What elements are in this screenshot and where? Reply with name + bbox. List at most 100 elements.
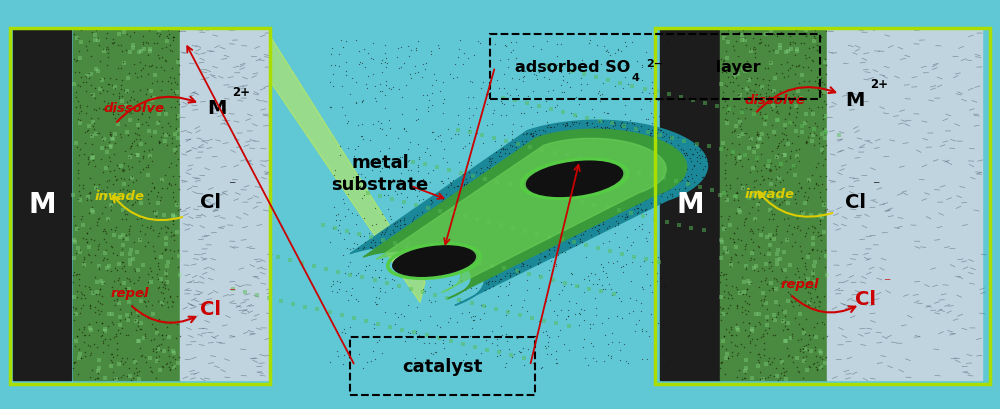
Point <box>548 225 564 232</box>
Point <box>400 329 416 335</box>
Point <box>586 124 602 131</box>
Point <box>144 80 160 87</box>
Point <box>768 364 784 371</box>
Point <box>666 144 682 151</box>
Point <box>396 225 412 231</box>
Point <box>508 193 524 199</box>
Point <box>525 134 541 140</box>
Point <box>522 150 538 156</box>
Point <box>78 89 94 95</box>
Point <box>797 299 813 305</box>
Point <box>83 351 99 357</box>
Point <box>624 149 640 155</box>
Point <box>768 109 784 116</box>
Point <box>171 253 187 259</box>
Point <box>528 238 544 245</box>
Point <box>818 129 834 136</box>
Point <box>636 192 652 199</box>
Point <box>78 79 94 85</box>
Point <box>533 364 549 371</box>
Point <box>720 355 736 362</box>
Point <box>785 358 801 365</box>
Point <box>803 281 819 288</box>
Point <box>726 239 742 245</box>
Point <box>638 256 654 263</box>
Point <box>774 130 790 137</box>
Point <box>120 332 136 339</box>
Point <box>600 49 616 56</box>
Point <box>595 131 611 137</box>
Point <box>756 162 772 169</box>
Point <box>619 121 635 127</box>
Point <box>65 304 81 311</box>
Point <box>528 154 544 160</box>
Point <box>119 312 135 319</box>
Point <box>133 73 149 80</box>
Point <box>731 141 747 148</box>
Point <box>149 31 165 37</box>
Point <box>584 212 600 218</box>
Point <box>591 89 607 95</box>
Point <box>445 177 461 184</box>
Point <box>683 158 699 164</box>
Point <box>471 252 487 258</box>
Point <box>615 128 631 135</box>
Point <box>751 192 767 199</box>
Point <box>410 163 426 169</box>
Point <box>759 131 775 137</box>
Point <box>471 255 487 261</box>
Point <box>611 205 627 211</box>
Point <box>814 365 830 371</box>
Point <box>143 279 159 285</box>
Point <box>531 128 547 135</box>
Point <box>165 213 181 219</box>
Point <box>480 279 496 285</box>
Point <box>68 95 84 101</box>
Point <box>458 177 474 183</box>
Point <box>342 324 358 330</box>
Point <box>629 142 645 149</box>
Point <box>733 106 749 113</box>
Point <box>91 130 107 137</box>
Point <box>798 56 814 62</box>
Point <box>629 166 645 173</box>
Point <box>434 207 450 214</box>
Point <box>597 163 613 170</box>
Point <box>653 237 669 244</box>
Point <box>394 187 410 193</box>
Point <box>797 263 813 270</box>
Point <box>513 207 529 214</box>
Point <box>519 287 535 294</box>
Point <box>789 153 805 160</box>
Point <box>771 175 787 182</box>
Point <box>689 159 705 165</box>
Point <box>545 198 561 204</box>
Point <box>478 242 494 249</box>
Point <box>171 102 187 108</box>
Point <box>813 232 829 238</box>
Point <box>656 156 672 162</box>
Point <box>150 233 166 240</box>
Point <box>672 178 688 185</box>
Point <box>818 174 834 180</box>
Point <box>331 286 347 293</box>
Point <box>368 294 384 300</box>
Text: 4: 4 <box>631 73 639 83</box>
Point <box>489 353 505 359</box>
Point <box>714 239 730 246</box>
Point <box>783 335 799 342</box>
Point <box>89 222 105 229</box>
Point <box>554 200 570 206</box>
Point <box>791 369 807 375</box>
Point <box>119 198 135 204</box>
Point <box>130 126 146 132</box>
Point <box>450 205 466 211</box>
Point <box>368 301 384 308</box>
Point <box>763 88 779 94</box>
Point <box>777 117 793 123</box>
Point <box>347 147 363 153</box>
Point <box>756 177 772 183</box>
Point <box>475 220 491 227</box>
Point <box>127 130 143 137</box>
Point <box>818 29 834 35</box>
